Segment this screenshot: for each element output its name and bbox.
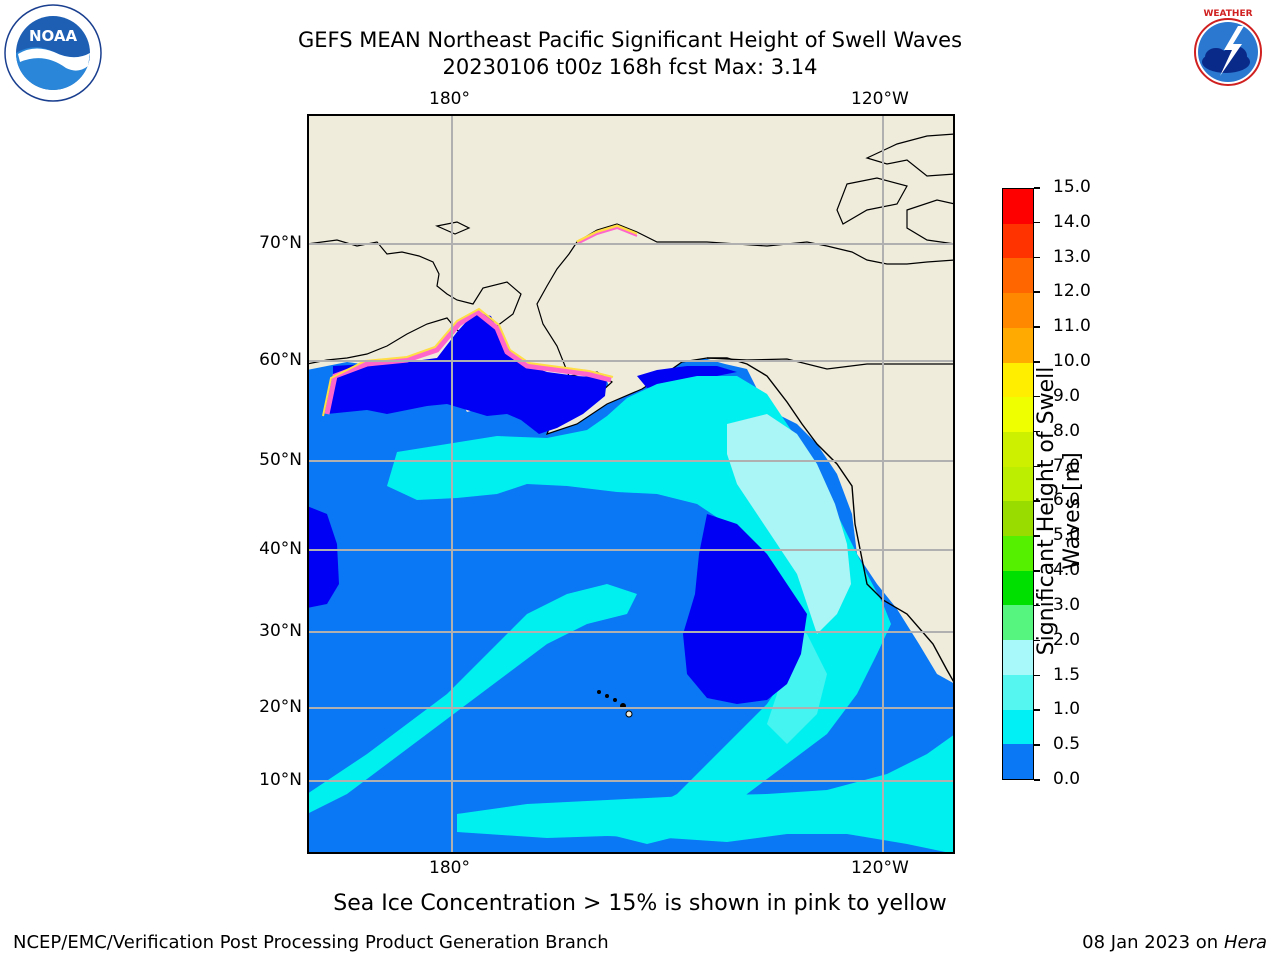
- colorbar-label: 1.5: [1053, 664, 1081, 685]
- colorbar-tick: [1034, 256, 1040, 259]
- colorbar-label: 11.0: [1053, 316, 1091, 337]
- colorbar: [1002, 188, 1034, 780]
- colorbar-label: 7.0: [1053, 455, 1081, 476]
- colorbar-label: 10.0: [1053, 351, 1091, 372]
- colorbar-cell: [1003, 674, 1033, 710]
- chart-title: GEFS MEAN Northeast Pacific Significant …: [297, 28, 963, 52]
- central-low: [683, 514, 807, 704]
- swell-band-south: [307, 584, 637, 814]
- top-tick-180: 180°: [429, 89, 470, 109]
- colorbar-cell: [1003, 744, 1033, 779]
- colorbar-tick: [1034, 709, 1040, 711]
- lat-tick-20n: 20°N: [259, 697, 302, 717]
- colorbar-cell: [1003, 223, 1033, 259]
- colorbar-title-line2: Waves [m]: [1060, 452, 1085, 570]
- swell-core: [727, 414, 851, 634]
- colorbar-cell: [1003, 640, 1033, 675]
- lat-tick-10n: 10°N: [259, 770, 302, 790]
- svg-text:NOAA: NOAA: [29, 27, 78, 45]
- land-arctic-islands: [865, 133, 955, 177]
- sea-ice-caption: Sea Ice Concentration > 15% is shown in …: [333, 891, 947, 916]
- colorbar-title-line1: Significant Height of Swell: [1034, 366, 1059, 656]
- sea-ice-edge: [324, 308, 612, 415]
- colorbar-cell: [1003, 605, 1033, 641]
- bottom-tick-120w: 120°W: [851, 858, 909, 878]
- footer-date: 08 Jan 2023 on Hera: [1082, 932, 1267, 953]
- lat-tick-60n: 60°N: [259, 350, 302, 370]
- colorbar-cell: [1003, 362, 1033, 398]
- colorbar-cell: [1003, 293, 1033, 328]
- colorbar-label: 13.0: [1053, 246, 1091, 267]
- colorbar-tick: [1034, 500, 1040, 502]
- colorbar-label: 12.0: [1053, 281, 1091, 302]
- swell-height-map: [307, 114, 955, 854]
- colorbar-label: 2.0: [1053, 629, 1081, 650]
- bering-dark: [327, 312, 607, 434]
- colorbar-title: Significant Height of Swell Waves [m]: [1034, 351, 1086, 671]
- svg-text:WEATHER: WEATHER: [1203, 9, 1252, 19]
- gridlines: [307, 114, 955, 854]
- noaa-logo: NOAA: [4, 4, 102, 102]
- colorbar-label: 6.0: [1053, 490, 1081, 511]
- colorbar-tick: [1034, 535, 1040, 537]
- colorbar-tick: [1034, 187, 1040, 189]
- colorbar-tick: [1034, 221, 1040, 224]
- colorbar-tick: [1034, 291, 1040, 293]
- chart-subtitle: 20230106 t00z 168h fcst Max: 3.14: [442, 55, 818, 79]
- colorbar-label: 14.0: [1053, 211, 1091, 232]
- colorbar-cell: [1003, 466, 1033, 502]
- colorbar-cell: [1003, 327, 1033, 363]
- footer-date-text: 08 Jan 2023 on: [1082, 932, 1224, 953]
- colorbar-cell: [1003, 501, 1033, 537]
- lat-tick-40n: 40°N: [259, 539, 302, 559]
- top-tick-120w: 120°W: [851, 89, 909, 109]
- coastline-west: [707, 357, 955, 685]
- colorbar-cell: [1003, 397, 1033, 432]
- colorbar-cell: [1003, 431, 1033, 467]
- colorbar-tick: [1034, 361, 1040, 363]
- colorbar-cell: [1003, 709, 1033, 745]
- lat-tick-50n: 50°N: [259, 450, 302, 470]
- colorbar-tick: [1034, 326, 1040, 328]
- colorbar-tick: [1034, 570, 1040, 572]
- colorbar-cell: [1003, 536, 1033, 571]
- colorbar-tick: [1034, 604, 1040, 607]
- colorbar-tick: [1034, 779, 1040, 781]
- colorbar-label: 0.5: [1053, 734, 1081, 755]
- colorbar-label: 4.0: [1053, 560, 1081, 581]
- colorbar-label: 1.0: [1053, 699, 1081, 720]
- colorbar-label: 0.0: [1053, 769, 1081, 789]
- colorbar-label: 9.0: [1053, 385, 1081, 406]
- colorbar-tick: [1034, 674, 1040, 677]
- colorbar-tick: [1034, 430, 1040, 433]
- lat-tick-70n: 70°N: [259, 233, 302, 253]
- colorbar-label: 5.0: [1053, 525, 1081, 546]
- colorbar-cell: [1003, 258, 1033, 294]
- colorbar-tick: [1034, 465, 1040, 468]
- footer-credit: NCEP/EMC/Verification Post Processing Pr…: [13, 932, 609, 953]
- colorbar-label: 3.0: [1053, 594, 1081, 615]
- colorbar-label: 15.0: [1053, 177, 1091, 197]
- nws-logo: WEATHER: [1180, 4, 1276, 100]
- bottom-tick-180: 180°: [429, 858, 470, 878]
- colorbar-tick: [1034, 639, 1040, 642]
- colorbar-tick: [1034, 744, 1040, 746]
- colorbar-label: 8.0: [1053, 420, 1081, 441]
- colorbar-cell: [1003, 570, 1033, 606]
- colorbar-cell: [1003, 189, 1033, 224]
- colorbar-tick: [1034, 395, 1040, 398]
- lat-tick-30n: 30°N: [259, 621, 302, 641]
- footer-host: Hera: [1223, 932, 1267, 953]
